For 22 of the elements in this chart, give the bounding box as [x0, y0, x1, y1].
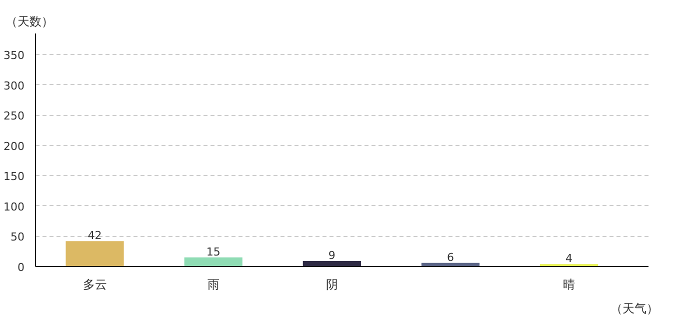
bar: [184, 257, 242, 266]
y-tick-label: 200: [4, 140, 25, 153]
data-label: 6: [446, 250, 454, 264]
y-axis-title: （天数）: [6, 14, 54, 28]
x-tick-label: 多云: [82, 278, 107, 292]
data-label: 42: [88, 229, 102, 242]
bar: [66, 241, 124, 266]
bar: [302, 261, 361, 266]
y-tick-label: 0: [18, 261, 24, 274]
y-tick-label: 300: [4, 79, 25, 92]
y-tick-label: 100: [4, 200, 25, 214]
y-tick-label: 250: [4, 110, 25, 123]
x-tick-label: 晴: [563, 278, 576, 292]
x-tick-label: 阴: [326, 278, 338, 292]
y-tick-label: 150: [4, 170, 25, 184]
data-label: 15: [206, 245, 220, 258]
x-tick-label: 雨: [207, 278, 220, 292]
data-label: 9: [328, 249, 336, 262]
x-axis-title: （天气）: [610, 302, 658, 316]
y-tick-label: 350: [4, 49, 25, 62]
y-tick-label: 50: [10, 230, 25, 244]
data-label: 4: [566, 252, 573, 266]
